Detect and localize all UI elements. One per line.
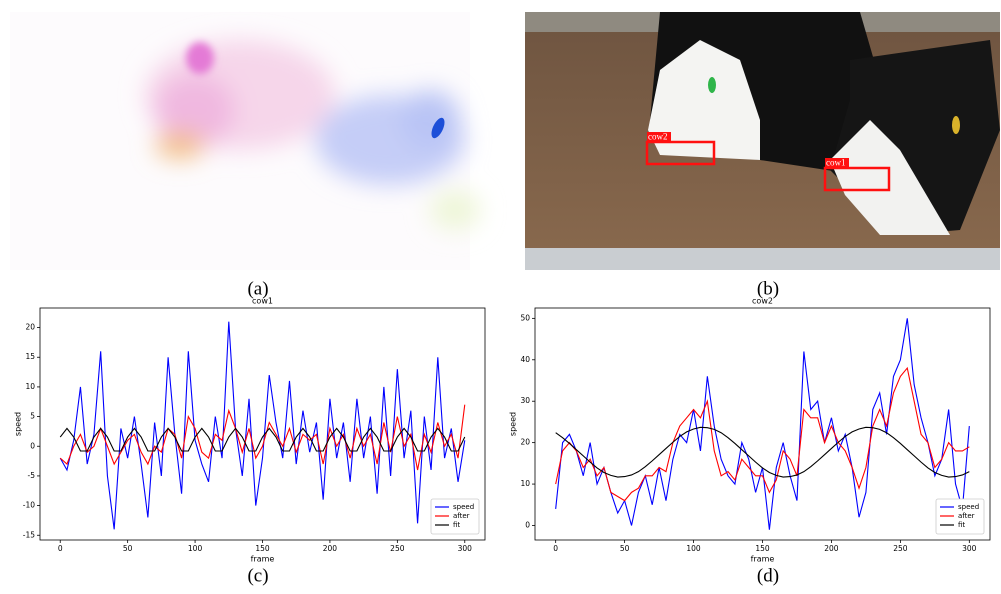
x-tick-label: 300 <box>458 544 473 553</box>
y-tick-label: -5 <box>28 471 36 480</box>
x-tick-label: 50 <box>620 544 630 553</box>
plot-frame <box>534 307 991 541</box>
cow-photo: cow2 cow1 <box>525 12 1000 270</box>
y-tick-label: -15 <box>23 530 35 539</box>
x-tick-label: 250 <box>893 544 908 553</box>
x-axis-label: frame <box>751 555 775 564</box>
series-line <box>59 427 466 452</box>
panel-label: (a) <box>247 278 268 299</box>
x-tick-label: 250 <box>390 544 405 553</box>
plot-frame <box>39 307 486 541</box>
series-line <box>555 366 970 502</box>
y-tick-label: 50 <box>520 313 530 322</box>
legend-label: fit <box>958 521 965 529</box>
y-tick-label: 40 <box>520 355 530 364</box>
panel-label: (b) <box>757 278 779 299</box>
chart-title: cow1 <box>252 297 273 306</box>
y-tick-label: 30 <box>520 396 530 405</box>
y-tick-label: 15 <box>25 352 35 361</box>
panel-label: (c) <box>247 565 268 586</box>
chart-title: cow2 <box>752 297 773 306</box>
x-tick-label: 50 <box>123 544 133 553</box>
y-tick-label: 20 <box>25 323 35 332</box>
x-tick-label: 200 <box>824 544 839 553</box>
x-tick-label: 100 <box>188 544 203 553</box>
series-line <box>59 321 466 530</box>
y-tick-label: 20 <box>520 438 530 447</box>
y-tick-label: 0 <box>525 521 530 530</box>
legend-label: after <box>958 512 975 520</box>
x-tick-label: 150 <box>755 544 770 553</box>
y-tick-label: 5 <box>30 412 35 421</box>
x-tick-label: 0 <box>58 544 63 553</box>
x-axis-label: frame <box>251 555 275 564</box>
legend-label: after <box>453 512 470 520</box>
y-tick-label: 0 <box>30 441 35 450</box>
series-line <box>555 318 970 530</box>
x-tick-label: 200 <box>323 544 338 553</box>
y-tick-label: -10 <box>23 501 35 510</box>
series-line <box>59 404 466 471</box>
flow-image <box>10 12 480 270</box>
x-tick-label: 0 <box>553 544 558 553</box>
x-tick-label: 100 <box>686 544 701 553</box>
x-tick-label: 300 <box>962 544 977 553</box>
y-tick-label: 10 <box>25 382 35 391</box>
x-tick-label: 150 <box>255 544 270 553</box>
y-tick-label: 10 <box>520 479 530 488</box>
panel-label: (d) <box>757 565 779 586</box>
box-label: cow1 <box>826 158 846 168</box>
series-line <box>555 426 970 478</box>
legend-label: fit <box>453 521 460 529</box>
legend-label: speed <box>453 503 474 511</box>
legend-label: speed <box>958 503 979 511</box>
box-label: cow2 <box>648 132 668 142</box>
y-axis-label: speed <box>509 412 518 436</box>
y-axis-label: speed <box>14 412 23 436</box>
